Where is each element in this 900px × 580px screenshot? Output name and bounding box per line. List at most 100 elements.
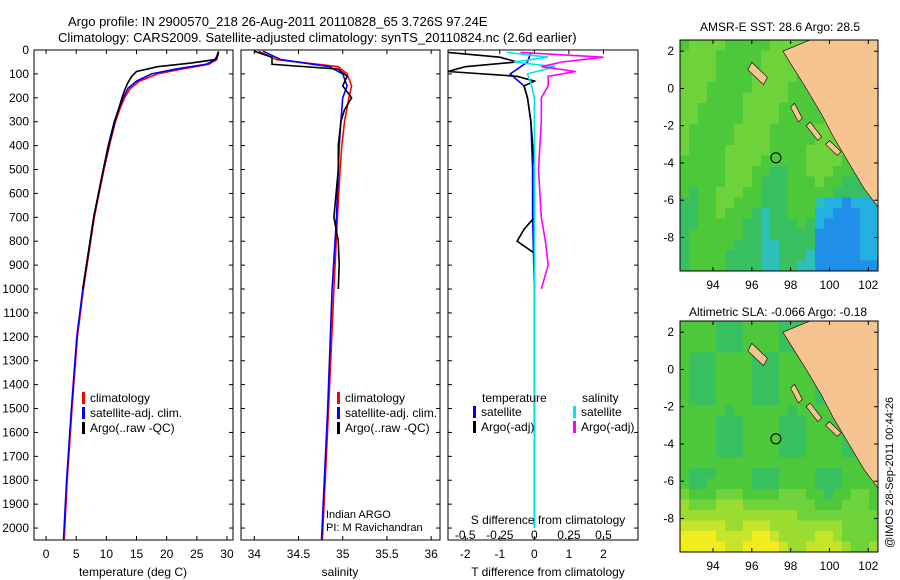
map-cell [779,208,789,220]
legend-label: climatology [345,391,405,405]
map-cell [752,82,762,94]
map-cell [734,260,744,271]
map-cell [752,384,762,396]
map-cell [698,384,708,396]
difference-axes-frame [447,49,639,541]
map-cell [680,187,690,199]
map-cell [734,197,744,209]
map-cell [707,71,717,83]
map-cell [752,176,762,188]
y-tick-label: 300 [9,115,29,129]
series-line [82,51,220,290]
map-cell [698,520,708,532]
sst-map: AMSR-E SST: 28.6 Argo: 28.5 94 96 98 100 102… [663,20,878,292]
map-cell [806,197,816,209]
map-cell [815,499,825,511]
map-cell [743,239,753,251]
x-tick-label: -1 [494,547,505,561]
x-tick-label: 1 [566,547,573,561]
map-cell [680,40,690,52]
map-cell [716,82,726,94]
map-cell [833,489,843,501]
map-cell [815,520,825,532]
map-cell [734,478,744,490]
map-cell [716,208,726,220]
map-cell [806,394,816,406]
map-cell [842,489,852,501]
map-cell [761,208,771,220]
map-cell [716,405,726,417]
map-cell [725,321,735,333]
map-cell [788,40,798,52]
map-cell [689,342,699,354]
map-cell [689,208,699,220]
map-cell [752,510,762,522]
map-cell [788,218,798,230]
map-cell [689,239,699,251]
map-cell [716,218,726,230]
map-cell [743,331,753,343]
map-cell [761,82,771,94]
map-cell [743,145,753,157]
map-cell [779,468,789,480]
land-mass [782,321,878,489]
x-tick-label: 35 [336,547,350,561]
map-cell [716,499,726,511]
map-cell [707,166,717,178]
map-cell [743,447,753,459]
map-cell [860,197,870,209]
map-cell [860,541,870,552]
map-cell [797,103,807,115]
map-cell [815,394,825,406]
map-cell [725,331,735,343]
map-cell [815,541,825,552]
map-cell [779,489,789,501]
map-cell [707,478,717,490]
map-cell [716,426,726,438]
map-cell [734,363,744,375]
map-cell [752,531,762,543]
map-cell [716,436,726,448]
map-cell [779,176,789,188]
island [825,140,842,156]
map-cell [689,363,699,375]
y-tick-label: -2 [663,400,674,414]
map-cell [707,468,717,480]
legend-swatch [82,392,85,404]
map-cell [788,166,798,178]
map-cell [752,113,762,125]
map-cell [734,239,744,251]
map-cell [761,218,771,230]
island [790,383,803,404]
map-cell [698,92,708,104]
x-tick-label: 100 [819,278,839,292]
difference-xlabel: T difference from climatology [471,565,625,579]
map-cell [743,321,753,333]
map-cell [779,92,789,104]
map-cell [797,218,807,230]
map-cell [761,155,771,167]
map-cell [752,489,762,501]
map-cell [698,352,708,364]
map-cell [797,457,807,469]
map-cell [707,92,717,104]
map-cell [680,373,690,385]
map-cell [761,40,771,52]
map-cell [734,426,744,438]
map-cell [698,478,708,490]
map-cell [770,415,780,427]
map-cell [752,426,762,438]
map-cell [698,436,708,448]
map-cell [752,405,762,417]
map-cell [860,187,870,199]
map-cell [815,239,825,251]
map-cell [842,541,852,552]
map-cell [860,239,870,251]
map-cell [725,82,735,94]
map-cell [698,531,708,543]
map-cell [779,352,789,364]
map-cell [761,197,771,209]
salinity-panel: 34 34.5 35 35.5 36 salinity climatologysatel… [240,49,441,579]
map-cell [743,197,753,209]
map-cell [770,457,780,469]
